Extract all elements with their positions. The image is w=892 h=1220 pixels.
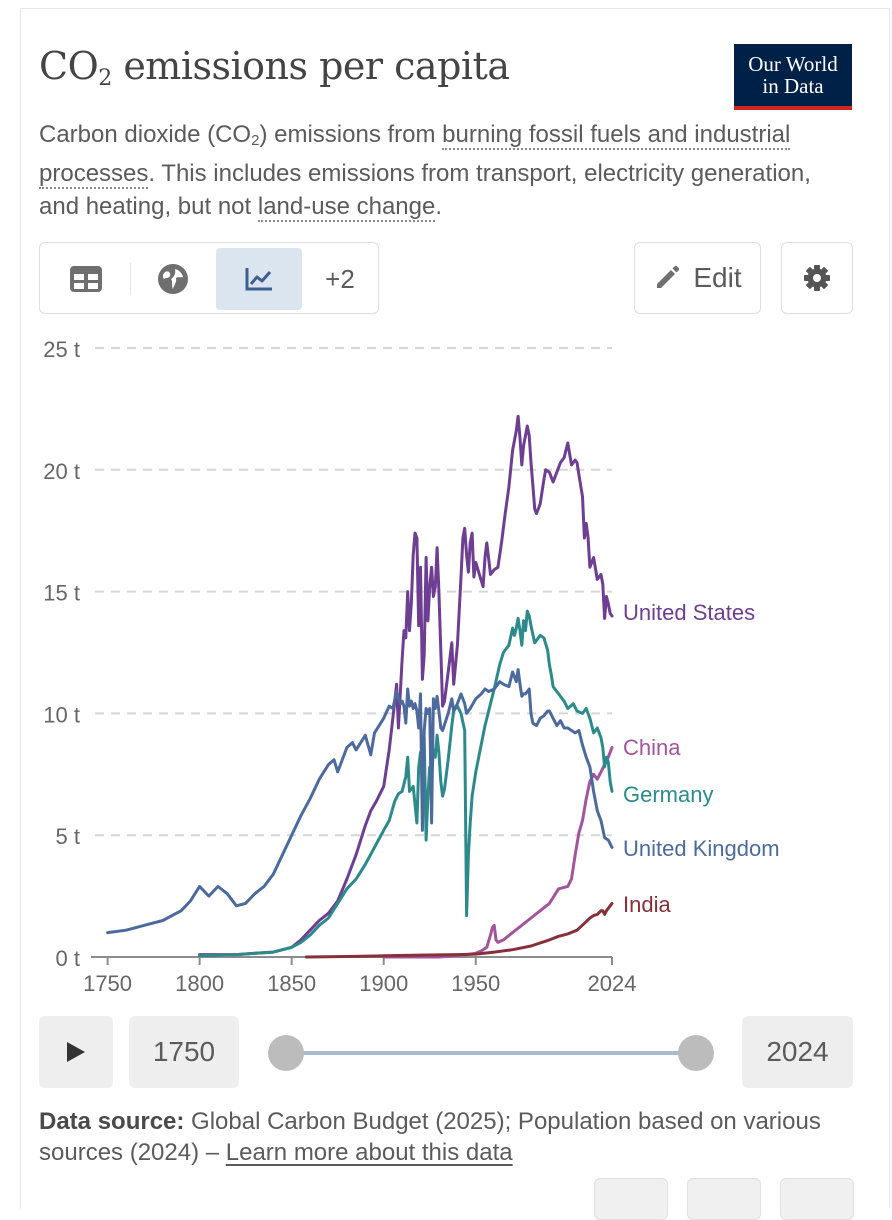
edit-button[interactable]: Edit — [634, 242, 761, 314]
y-axis-labels: 0 t 5 t 10 t 15 t 20 t 25 t — [43, 337, 80, 971]
footer-action-button[interactable] — [780, 1178, 854, 1220]
line-chart-icon — [245, 268, 272, 291]
x-tick-label: 1750 — [83, 971, 132, 996]
y-tick-label: 25 t — [43, 337, 80, 362]
line-chart: 0 t5 t10 t15 t20 t25 t 1750 1800 1850 1900 1… — [43, 337, 780, 996]
table-icon — [70, 266, 102, 292]
timeline-slider[interactable] — [262, 1030, 722, 1076]
timeline-start-label[interactable]: 1750 — [129, 1016, 239, 1088]
tab-separator — [130, 263, 131, 295]
chart-subtitle: Carbon dioxide (CO2) emissions from burn… — [39, 121, 811, 222]
timeline-start-handle[interactable] — [268, 1035, 304, 1071]
series-line-germany — [198, 609, 614, 958]
series-line-china — [382, 746, 614, 959]
gear-icon — [804, 265, 830, 291]
tab-chart[interactable] — [216, 248, 302, 310]
y-gridlines — [95, 347, 612, 837]
timeline-track — [286, 1051, 698, 1055]
x-tick-label: 2024 — [588, 971, 637, 996]
end-label-china: China — [623, 735, 681, 760]
play-icon — [67, 1042, 85, 1062]
pencil-icon — [657, 265, 680, 288]
x-tick-label: 1850 — [267, 971, 316, 996]
chart-title: CO2 emissions per capita — [39, 44, 510, 91]
owid-logo[interactable]: Our World in Data — [734, 44, 852, 110]
footer-action-button[interactable] — [687, 1178, 761, 1220]
end-label-united-kingdom: United Kingdom — [623, 836, 780, 861]
series-end-labels: United States China Germany United Kingdom I… — [623, 600, 780, 917]
end-label-united-states: United States — [623, 600, 755, 625]
view-tabs: +2 — [39, 242, 379, 314]
logo-line-2: in Data — [762, 74, 824, 98]
link-land-use-change[interactable]: land-use change — [257, 193, 436, 222]
footer-action-button[interactable] — [594, 1178, 668, 1220]
x-axis: 1750 1800 1850 1900 1950 2024 — [83, 956, 637, 996]
series-line-united-kingdom — [106, 668, 614, 935]
logo-accent-bar — [734, 106, 852, 110]
y-tick-label: 5 t — [56, 824, 80, 849]
series-lines — [106, 414, 614, 959]
series-line-united-states — [198, 414, 614, 957]
y-tick-label: 20 t — [43, 459, 80, 484]
link-fossil-fuels[interactable]: burning fossil fuels and industrial proc… — [39, 121, 791, 189]
tab-table[interactable] — [50, 248, 122, 310]
end-label-germany: Germany — [623, 782, 713, 807]
x-tick-label: 1950 — [451, 971, 500, 996]
more-views-button[interactable]: +2 — [325, 263, 355, 294]
learn-more-link[interactable]: Learn more about this data — [225, 1139, 513, 1166]
timeline-end-handle[interactable] — [678, 1035, 714, 1071]
chart-card-frame — [20, 8, 890, 1209]
x-tick-label: 1900 — [359, 971, 408, 996]
settings-button[interactable] — [781, 242, 853, 314]
globe-icon — [158, 264, 188, 294]
play-button[interactable] — [39, 1016, 113, 1088]
logo-line-1: Our World — [748, 52, 838, 76]
timeline-end-label[interactable]: 2024 — [742, 1016, 853, 1088]
y-tick-label: 10 t — [43, 702, 80, 727]
x-tick-label: 1800 — [175, 971, 224, 996]
end-label-india: India — [623, 892, 671, 917]
edit-label: Edit — [693, 262, 742, 293]
y-tick-label: 0 t — [56, 946, 80, 971]
data-source-note: Data source: Global Carbon Budget (2025)… — [39, 1108, 821, 1166]
tab-map[interactable] — [138, 248, 208, 310]
series-line-india — [304, 901, 614, 959]
y-tick-label: 15 t — [43, 581, 80, 606]
